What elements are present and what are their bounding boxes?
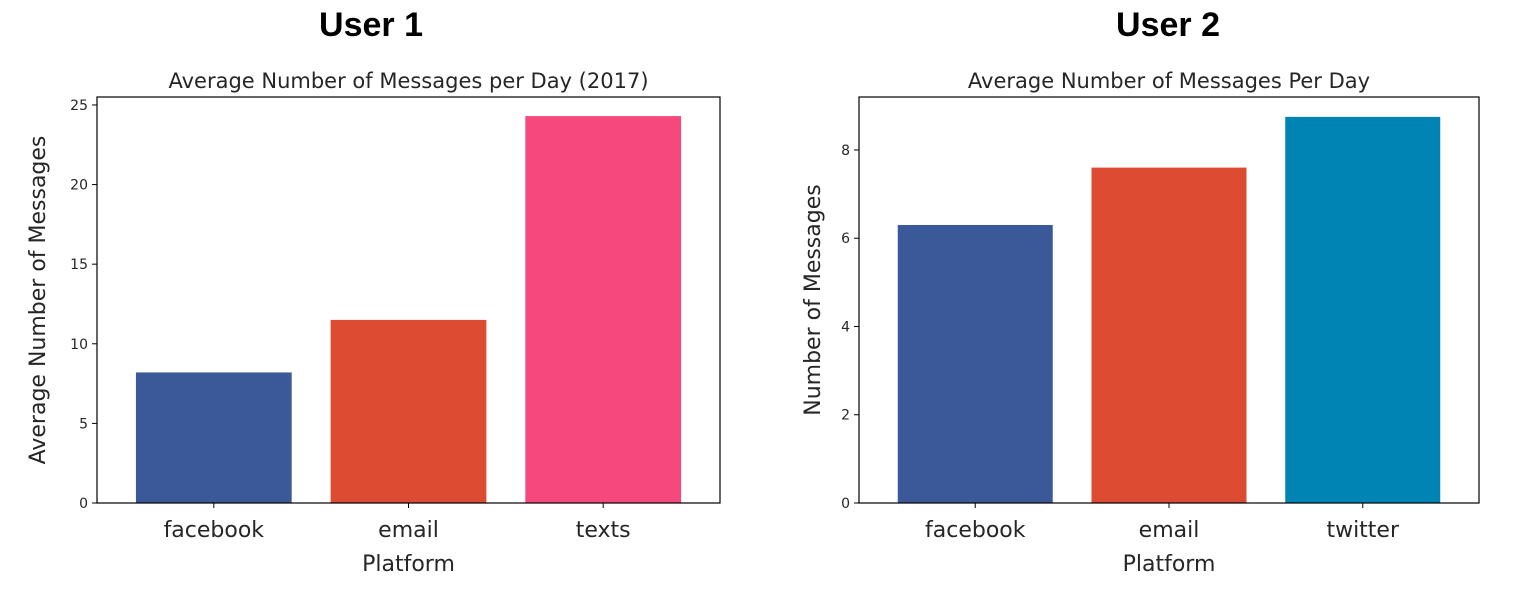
y-tick-label: 6 bbox=[841, 231, 850, 247]
x-axis-label: Platform bbox=[362, 552, 455, 577]
category-label-email: email bbox=[378, 518, 439, 543]
y-tick-label: 10 bbox=[70, 337, 88, 353]
y-axis-label: Number of Messages bbox=[801, 184, 826, 415]
plot-frame bbox=[96, 96, 721, 504]
y-tick-label: 0 bbox=[841, 496, 850, 512]
category-label-email: email bbox=[1139, 518, 1200, 543]
x-axis-label: Platform bbox=[1123, 552, 1216, 577]
user-2-heading: User 2 bbox=[1116, 6, 1220, 44]
y-tick-label: 4 bbox=[841, 319, 850, 335]
chart-title: Average Number of Messages per Day (2017… bbox=[168, 69, 648, 93]
bar-twitter bbox=[1285, 116, 1441, 503]
y-tick-label: 25 bbox=[70, 98, 88, 114]
bar-facebook bbox=[135, 372, 292, 503]
category-label-facebook: facebook bbox=[925, 518, 1026, 543]
plot-frame bbox=[858, 96, 1480, 504]
y-tick-label: 5 bbox=[79, 416, 88, 432]
y-tick-label: 20 bbox=[70, 178, 88, 194]
y-tick-label: 0 bbox=[79, 496, 88, 512]
y-tick-label: 2 bbox=[841, 408, 850, 424]
bar-email bbox=[330, 319, 487, 503]
category-label-facebook: facebook bbox=[164, 518, 265, 543]
y-tick-label: 15 bbox=[70, 257, 88, 273]
bar-texts bbox=[525, 116, 682, 503]
bar-email bbox=[1091, 167, 1247, 503]
category-label-texts: texts bbox=[576, 518, 631, 543]
chart-title: Average Number of Messages Per Day bbox=[968, 69, 1370, 93]
bar-facebook bbox=[897, 224, 1053, 503]
chart-2: facebook email twitter 0 2 4 6 8 Average Number … bbox=[801, 69, 1480, 577]
y-axis-label: Average Number of Messages bbox=[26, 136, 51, 465]
user-1-heading: User 1 bbox=[319, 6, 423, 44]
category-label-twitter: twitter bbox=[1326, 518, 1400, 543]
y-tick-label: 8 bbox=[841, 143, 850, 159]
chart-1: facebook email texts 0 5 10 15 20 25 Average Numb… bbox=[26, 69, 721, 577]
